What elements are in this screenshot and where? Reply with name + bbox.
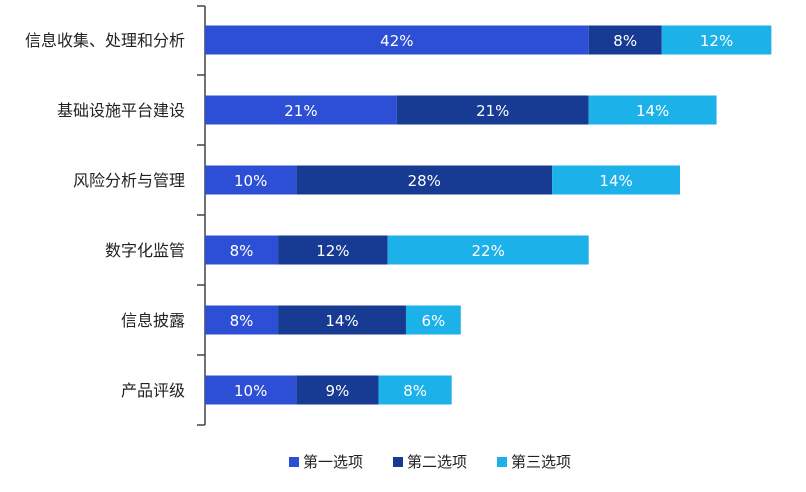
bar-value-label: 14% (599, 172, 632, 190)
bar-segment (378, 375, 452, 405)
bar-value-label: 12% (700, 32, 733, 50)
category-label: 信息披露 (121, 311, 185, 330)
bar-value-label: 21% (476, 102, 509, 120)
bar-value-label: 12% (316, 242, 349, 260)
bar-segment (296, 165, 553, 195)
bar-segment (387, 235, 589, 265)
bar-value-label: 22% (472, 242, 505, 260)
category-label: 产品评级 (121, 381, 185, 400)
bar-value-label: 14% (325, 312, 358, 330)
bar-segment (205, 375, 297, 405)
category-label: 基础设施平台建设 (57, 101, 185, 120)
bar-segment (588, 95, 717, 125)
bar-value-label: 10% (234, 382, 267, 400)
bar-value-label: 8% (230, 242, 254, 260)
bar-segment (205, 95, 397, 125)
bar-value-label: 6% (421, 312, 445, 330)
bar-value-label: 8% (230, 312, 254, 330)
legend-label: 第三选项 (511, 453, 571, 471)
category-label: 信息收集、处理和分析 (25, 31, 185, 50)
legend-label: 第一选项 (303, 453, 363, 471)
legend-swatch (393, 457, 403, 467)
legend-swatch (497, 457, 507, 467)
bar-value-label: 42% (380, 32, 413, 50)
bar-segment (278, 305, 406, 335)
bar-value-label: 28% (408, 172, 441, 190)
bar-segment (405, 305, 461, 335)
bar-segment (205, 235, 279, 265)
bar-segment (296, 375, 379, 405)
category-label: 风险分析与管理 (73, 171, 185, 190)
bar-segment (588, 25, 662, 55)
bar-value-label: 10% (234, 172, 267, 190)
bar-segment (661, 25, 772, 55)
bar-value-label: 14% (636, 102, 669, 120)
bar-segment (552, 165, 681, 195)
legend-label: 第二选项 (407, 453, 467, 471)
bar-segment (205, 165, 297, 195)
legend-swatch (289, 457, 299, 467)
bar-segment (205, 305, 279, 335)
bar-segment (205, 25, 589, 55)
bar-value-label: 21% (284, 102, 317, 120)
bar-value-label: 8% (403, 382, 427, 400)
bar-segment (278, 235, 388, 265)
category-label: 数字化监管 (105, 241, 185, 260)
bar-value-label: 8% (613, 32, 637, 50)
bar-segment (396, 95, 589, 125)
bar-value-label: 9% (326, 382, 350, 400)
